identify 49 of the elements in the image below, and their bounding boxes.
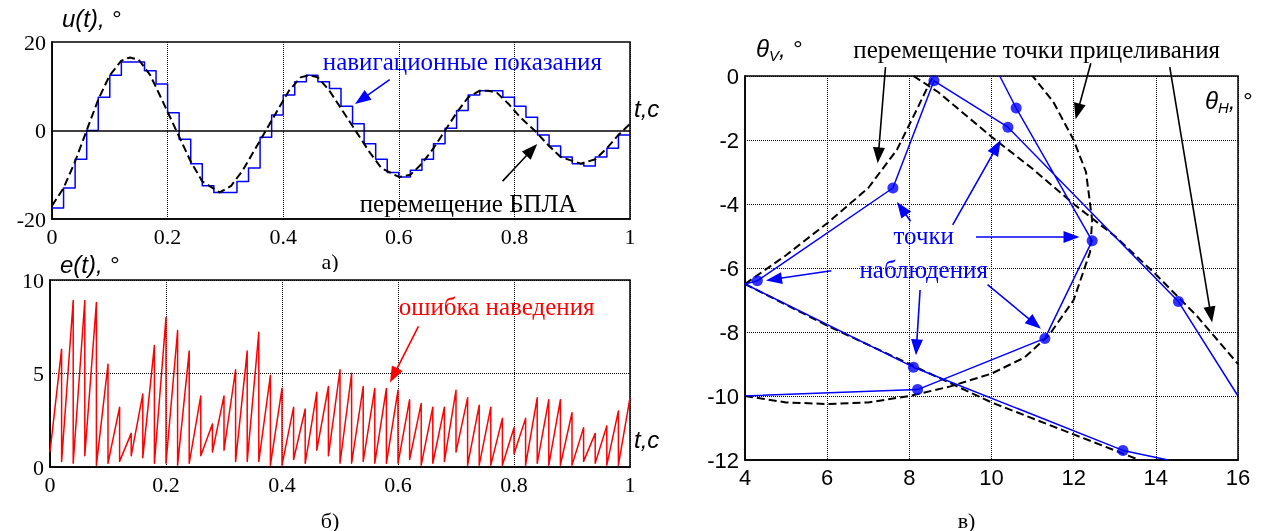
y-axis-title: u(t), ° xyxy=(62,4,122,32)
point xyxy=(1086,235,1098,247)
y-tick-label: -2 xyxy=(719,127,739,153)
x-tick-label: 0.8 xyxy=(500,223,529,249)
x-tick-label: 0.2 xyxy=(152,471,180,497)
y-tick-label: -12 xyxy=(707,447,739,473)
point xyxy=(912,384,924,396)
point xyxy=(1172,296,1184,308)
x-tick-label: 1 xyxy=(624,223,636,249)
legend-label: точки наблюдения xyxy=(859,221,989,283)
series-label: навигационные показания xyxy=(322,48,603,76)
y-tick-label: -10 xyxy=(707,383,739,409)
y-tick-label: 20 xyxy=(24,29,46,55)
x-tick-label: 0.8 xyxy=(500,471,528,497)
text: ошибка наведения xyxy=(398,292,596,320)
x-tick-label: 4 xyxy=(738,464,752,490)
series-label: перемещение точки прицеливания xyxy=(853,36,1221,64)
x-tick-label: 12 xyxy=(1061,464,1086,490)
x-tick-label: 0.4 xyxy=(268,471,296,497)
x-tick-label: 6 xyxy=(821,464,834,490)
x-tick-label: 0.2 xyxy=(153,223,182,249)
legend-label: перемещение БПЛА xyxy=(359,190,577,218)
x-axis-title: t,c xyxy=(634,94,660,122)
y-tick-label: 0 xyxy=(35,118,46,143)
x-tick-label: 0.6 xyxy=(385,223,413,249)
x-tick-label: 8 xyxy=(903,464,916,490)
x-tick-label: 16 xyxy=(1225,464,1251,490)
y-axis-title: e(t), ° xyxy=(60,250,120,278)
x-tick-label: 10 xyxy=(979,464,1004,490)
x-axis-title: t,c xyxy=(634,425,660,453)
point xyxy=(1010,102,1022,114)
x-tick-label: 0.4 xyxy=(269,223,297,249)
point xyxy=(1002,121,1014,133)
x-tick-label: 1 xyxy=(624,471,636,497)
point xyxy=(928,75,940,87)
y-tick-label: -8 xyxy=(719,319,739,345)
y-tick-label: 10 xyxy=(22,267,44,293)
point xyxy=(1117,444,1129,456)
x-tick-label: 0.6 xyxy=(384,471,412,497)
point xyxy=(1039,332,1051,344)
y-tick-label: -4 xyxy=(719,191,739,217)
y-tick-label: -20 xyxy=(16,206,46,232)
y-tick-label: 5 xyxy=(33,361,44,386)
y-tick-label: -6 xyxy=(719,255,739,281)
point xyxy=(907,361,919,373)
x-tick-label: 14 xyxy=(1143,464,1169,490)
point xyxy=(751,275,763,287)
y-tick-label: 0 xyxy=(726,63,739,89)
point xyxy=(887,182,899,194)
